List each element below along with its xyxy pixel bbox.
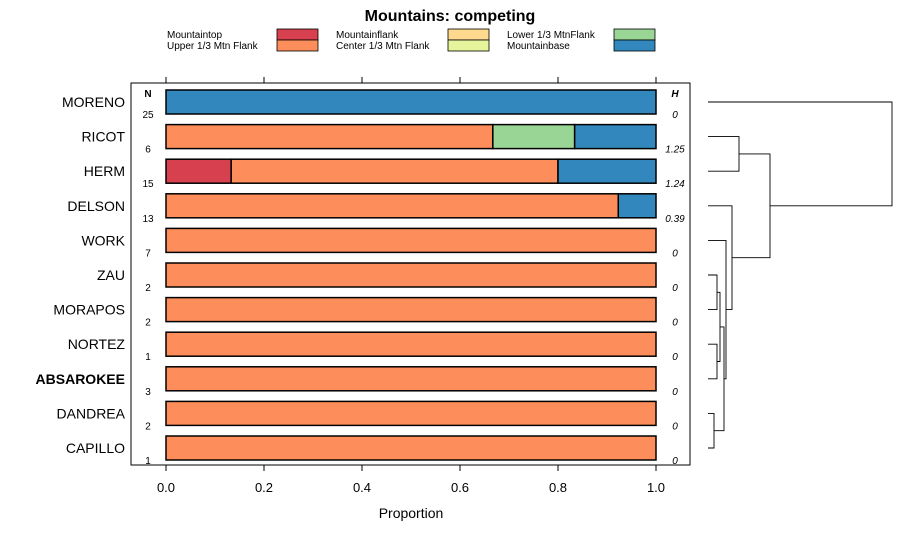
row-h-value: 0 (672, 421, 678, 432)
bar-segment-upper-1-3-mtn-flank (165, 262, 657, 288)
legend-swatch-upper-1-3-mtn-flank (276, 39, 319, 52)
row-absarokee: ABSAROKEE 3 0 (36, 366, 678, 398)
legend-swatch-center-1-3-mtn-flank (447, 39, 490, 52)
row-nortez: NORTEZ 1 0 (68, 331, 678, 363)
row-ricot: RICOT 6 1.25 (81, 123, 685, 156)
x-tick-label: 0.4 (353, 480, 371, 495)
row-n-value: 7 (145, 248, 151, 259)
dendrogram (708, 101, 893, 449)
bar-segment-mountainbase (165, 89, 657, 115)
row-delson: DELSON 13 0.39 (67, 193, 685, 225)
row-zau: ZAU 2 0 (97, 262, 678, 294)
row-label: WORK (81, 232, 125, 248)
dendrogram-branch (708, 412, 715, 449)
legend-swatch-mountainflank (447, 28, 490, 41)
bar-segment-mountaintop (165, 158, 232, 184)
h-header: H (671, 89, 679, 100)
row-h-value: 0 (672, 456, 678, 467)
x-axis-title: Proportion (379, 505, 444, 521)
row-h-value: 0 (672, 387, 678, 398)
bar-segment-upper-1-3-mtn-flank (165, 366, 657, 392)
x-tick-label: 0.0 (157, 480, 175, 495)
bar-segment-upper-1-3-mtn-flank (165, 193, 620, 219)
dendrogram-branch (708, 101, 893, 207)
legend-label-mountainbase: Mountainbase (507, 41, 570, 52)
row-n-value: 2 (145, 318, 151, 329)
legend-label-mountainflank: Mountainflank (336, 30, 399, 41)
row-morapos: MORAPOS 2 0 (53, 296, 678, 329)
row-n-value: 1 (145, 352, 151, 363)
bar-segment-lower-1-3-mtnflank (492, 123, 576, 150)
bar-segment-upper-1-3-mtn-flank (165, 331, 657, 357)
row-label: ZAU (97, 267, 125, 283)
legend-swatch-mountainbase (613, 39, 656, 52)
row-h-value: 0 (672, 110, 678, 121)
row-label: RICOT (81, 129, 125, 145)
dendrogram-branch (708, 343, 718, 380)
x-tick-label: 0.6 (451, 480, 469, 495)
row-label: MORENO (62, 94, 125, 110)
row-n-value: 6 (145, 145, 151, 156)
row-work: WORK 7 0 (81, 227, 678, 259)
row-moreno: MORENO 25 0 (62, 89, 678, 121)
row-h-value: 0.39 (665, 214, 685, 225)
x-tick-label: 0.2 (255, 480, 273, 495)
chart-title: Mountains: competing (365, 8, 536, 25)
row-n-value: 1 (145, 456, 151, 467)
row-label: CAPILLO (66, 440, 125, 456)
x-tick-label: 0.8 (549, 480, 567, 495)
legend-label-mountaintop: Mountaintop (167, 30, 222, 41)
row-label: DANDREA (57, 405, 126, 421)
row-h-value: 0 (672, 318, 678, 329)
bar-segment-mountainbase (573, 123, 657, 150)
bar-segment-upper-1-3-mtn-flank (165, 123, 494, 150)
row-h-value: 0 (672, 248, 678, 259)
row-label: NORTEZ (68, 336, 126, 352)
row-n-value: 2 (145, 421, 151, 432)
row-h-value: 1.25 (665, 145, 685, 156)
row-n-value: 2 (145, 283, 151, 294)
n-header: N (144, 89, 151, 100)
legend-label-center-1-3-mtn-flank: Center 1/3 Mtn Flank (336, 41, 430, 52)
row-herm: HERM 15 1.24 (84, 158, 685, 190)
row-label: DELSON (67, 198, 125, 214)
row-n-value: 13 (142, 214, 154, 225)
row-label: MORAPOS (53, 302, 125, 318)
legend-swatch-mountaintop (276, 28, 319, 41)
row-h-value: 0 (672, 352, 678, 363)
x-tick-label: 1.0 (647, 480, 665, 495)
legend-label-upper-1-3-mtn-flank: Upper 1/3 Mtn Flank (167, 41, 259, 52)
row-n-value: 3 (145, 387, 151, 398)
row-capillo: CAPILLO 1 0 (66, 435, 678, 467)
legend-swatch-lower-1-3-mtnflank (613, 28, 656, 41)
legend-label-lower-1-3-mtnflank: Lower 1/3 MtnFlank (507, 30, 596, 41)
plot-frame (130, 82, 691, 466)
dendrogram-branch (732, 153, 771, 259)
bar-segment-upper-1-3-mtn-flank (230, 158, 559, 184)
row-h-value: 0 (672, 283, 678, 294)
bar-segment-upper-1-3-mtn-flank (165, 435, 657, 461)
row-n-value: 15 (142, 179, 154, 190)
row-dandrea: DANDREA 2 0 (57, 400, 678, 432)
bar-segment-upper-1-3-mtn-flank (165, 400, 657, 427)
bar-segment-mountainbase (557, 158, 657, 184)
bar-segment-upper-1-3-mtn-flank (165, 296, 657, 323)
dendrogram-branch (708, 274, 718, 311)
row-h-value: 1.24 (665, 179, 685, 190)
x-axis: 0.0 0.2 0.4 0.6 0.8 1.0 (157, 77, 665, 495)
dendrogram-branch (708, 136, 740, 172)
row-label: HERM (84, 163, 125, 179)
bar-segment-upper-1-3-mtn-flank (165, 227, 657, 254)
row-label: ABSAROKEE (36, 371, 125, 387)
row-n-value: 25 (142, 110, 154, 121)
bar-segment-mountainbase (617, 193, 657, 219)
